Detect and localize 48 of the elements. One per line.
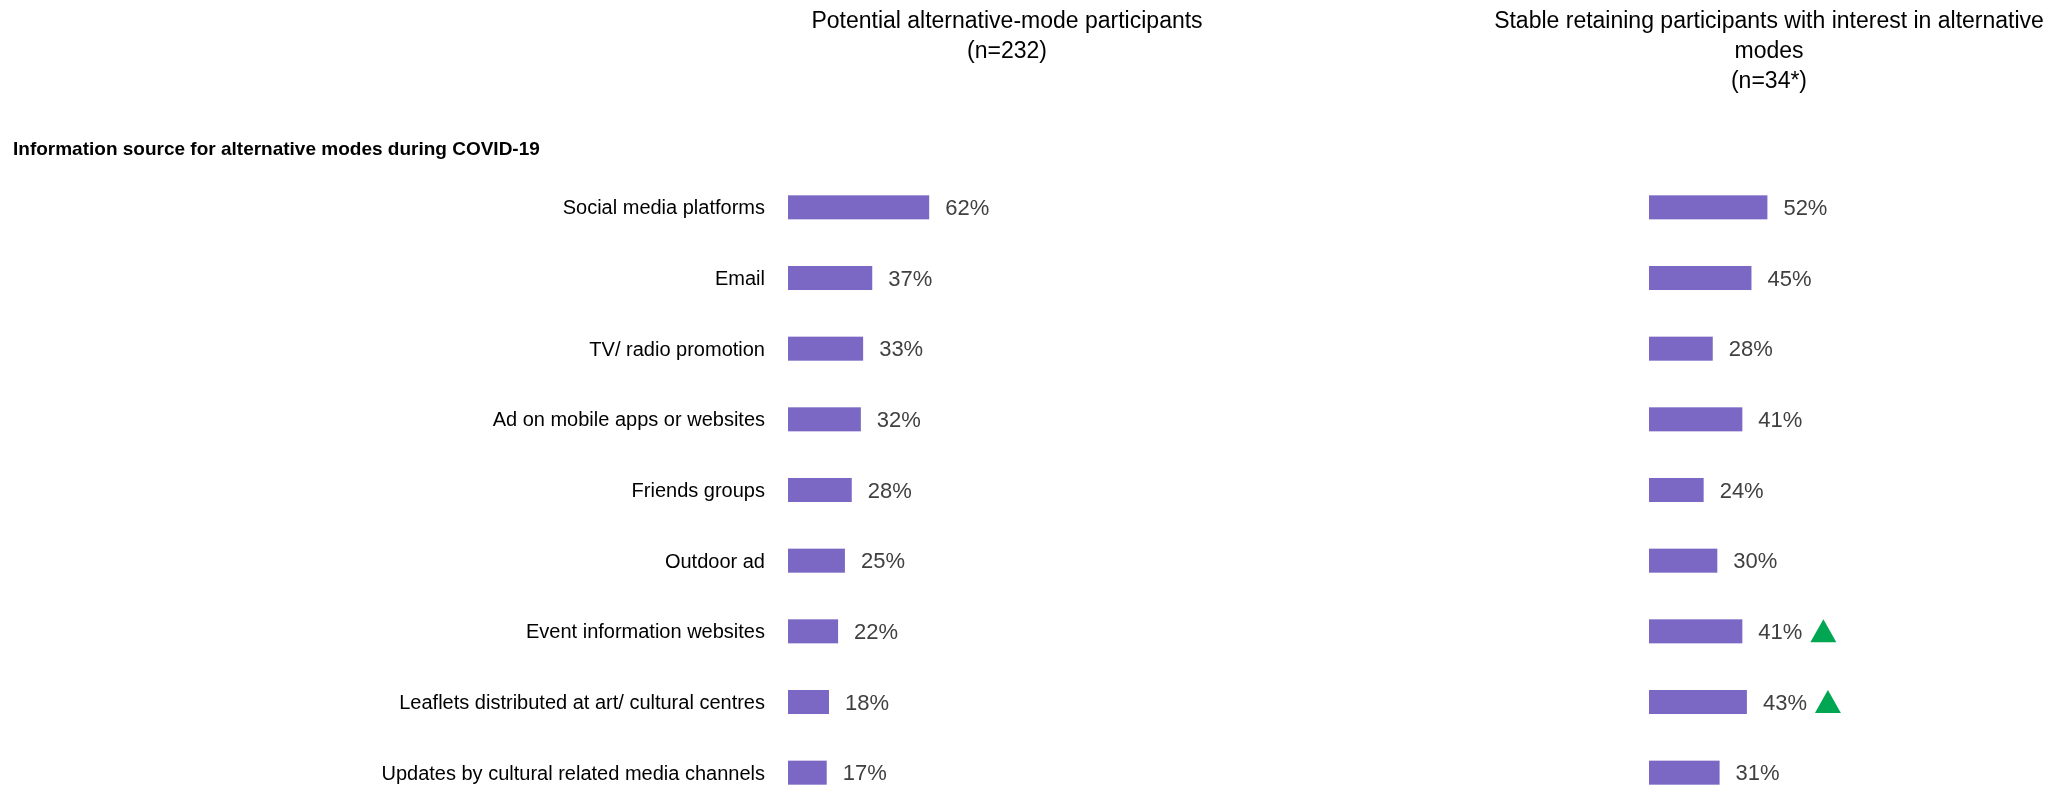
bar — [788, 407, 861, 432]
data-label: 25% — [860, 548, 905, 574]
data-label: 45% — [1767, 265, 1812, 291]
chart-title: Stable retaining participants with interest in alternative modes (n=34*) — [1494, 7, 2044, 93]
bar — [788, 548, 845, 573]
data-label: 28% — [1728, 336, 1773, 362]
data-label: 41% — [1758, 619, 1803, 645]
y-tick-label: Event information websites — [525, 620, 765, 643]
bar — [1649, 265, 1752, 291]
bar — [788, 760, 827, 785]
bar — [1649, 760, 1720, 785]
bar — [1649, 477, 1704, 503]
y-tick-label: Updates by cultural related media channels — [381, 761, 765, 784]
data-label: 52% — [1783, 195, 1828, 221]
data-label: 33% — [879, 336, 924, 362]
y-tick-label: Email — [714, 267, 765, 289]
data-label: 22% — [854, 619, 899, 645]
y-tick-label: Social media platforms — [562, 196, 765, 219]
bar — [788, 265, 873, 291]
y-tick-label: Outdoor ad — [664, 549, 765, 572]
data-label: 31% — [1735, 760, 1780, 786]
data-label: 18% — [844, 689, 890, 715]
bar — [788, 477, 852, 503]
bar — [1649, 407, 1743, 432]
y-tick-label: Ad on mobile apps or websites — [492, 408, 765, 431]
y-tick-label: TV/ radio promotion — [589, 337, 765, 360]
y-tick-label: Leaflets distributed at art/ cultural centres — [399, 691, 765, 713]
text: Potential alternative-mode participants (n=232) — [811, 7, 1203, 63]
bar — [1649, 195, 1768, 220]
data-label: 62% — [945, 195, 990, 221]
data-label: 30% — [1733, 548, 1778, 574]
data-label: 37% — [888, 265, 933, 291]
data-label: 41% — [1758, 407, 1803, 433]
bar — [1649, 689, 1747, 715]
y-tick-label: Friends groups — [631, 479, 765, 501]
bar — [788, 619, 839, 644]
bar — [1649, 336, 1713, 361]
data-label: 28% — [867, 477, 912, 503]
data-label: 24% — [1719, 477, 1764, 503]
bar — [788, 336, 864, 361]
data-label: 43% — [1762, 689, 1807, 715]
data-label: 17% — [842, 760, 887, 786]
bar — [788, 689, 829, 715]
bar — [788, 195, 930, 220]
bar — [1649, 619, 1743, 644]
bar — [1649, 548, 1718, 573]
data-label: 32% — [876, 407, 921, 433]
text: Information source for alternative modes during COVID-19 — [13, 138, 540, 159]
